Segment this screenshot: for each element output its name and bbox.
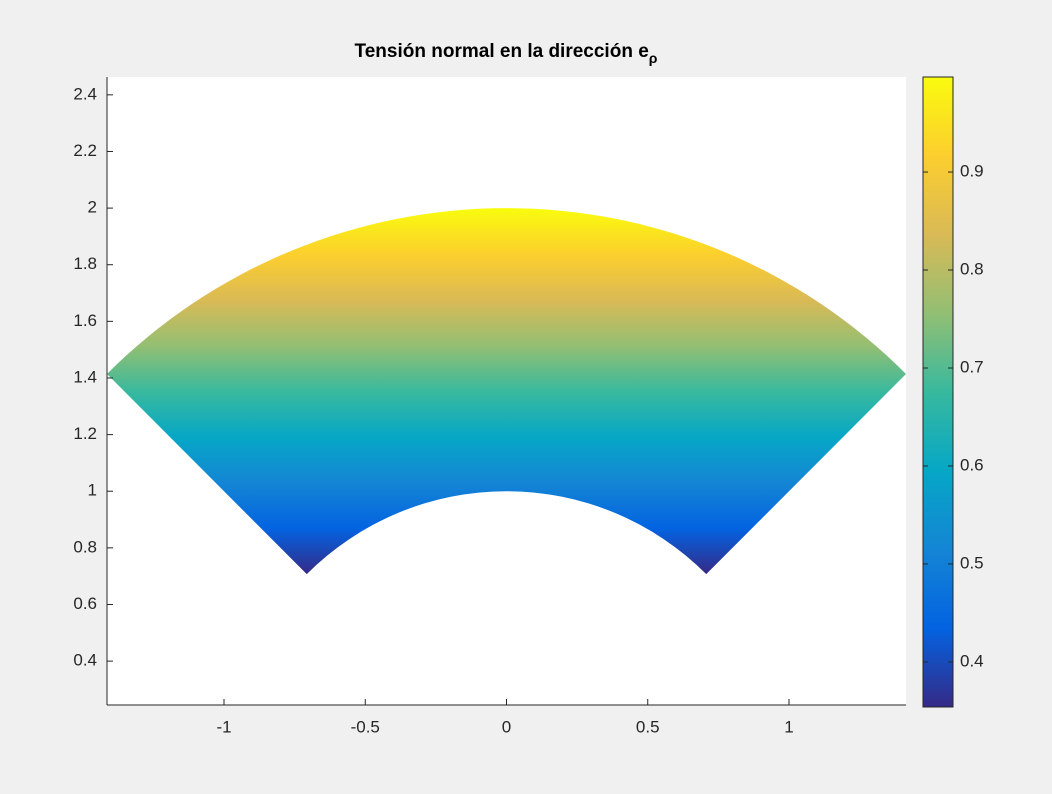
y-tick-label: 1.4 (73, 367, 97, 386)
y-tick-label: 1.6 (73, 311, 97, 330)
colorbar-tick-label: 0.4 (960, 651, 984, 670)
y-tick-label: 2.2 (73, 141, 97, 160)
x-tick-label: 0 (502, 717, 511, 736)
colorbar (922, 76, 954, 708)
x-tick-label: -1 (216, 717, 231, 736)
title-subscript: ρ (649, 50, 658, 66)
y-tick-label: 0.4 (73, 651, 97, 670)
title-text: Tensión normal en la dirección e (355, 41, 649, 62)
x-tick-label: 1 (784, 717, 793, 736)
colorbar-tick-label: 0.7 (960, 357, 984, 376)
y-tick-label: 0.6 (73, 594, 97, 613)
y-tick-label: 0.8 (73, 537, 97, 556)
chart-title: Tensión normal en la dirección eρ (355, 41, 658, 66)
x-tick-label: 0.5 (636, 717, 660, 736)
y-tick-label: 1.2 (73, 424, 97, 443)
y-tick-label: 2.4 (73, 84, 97, 103)
y-tick-label: 1.8 (73, 254, 97, 273)
y-tick-label: 1 (88, 481, 97, 500)
colorbar-tick-label: 0.9 (960, 162, 984, 181)
x-tick-label: -0.5 (351, 717, 380, 736)
colorbar-tick-label: 0.5 (960, 553, 984, 572)
colorbar-tick-label: 0.8 (960, 260, 984, 279)
y-tick-label: 2 (88, 198, 97, 217)
colorbar-tick-label: 0.6 (960, 455, 984, 474)
surface-sector (106, 208, 907, 575)
